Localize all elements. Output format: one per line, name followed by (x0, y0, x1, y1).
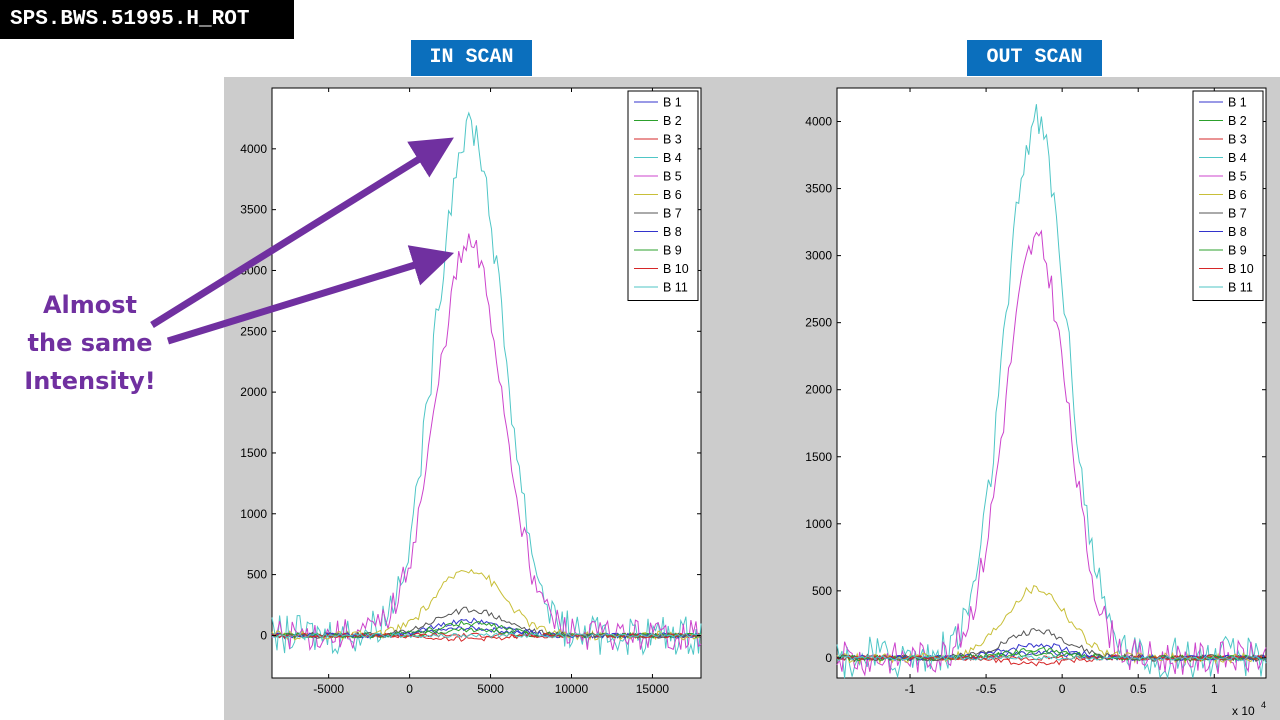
chart-out-scan: 0 500 1000 1500 2000 2500 3000 3500 4000 -1 -0.5 0 0… (805, 87, 1267, 718)
legend-label: B 8 (1228, 225, 1247, 239)
legend-label: B 6 (663, 188, 682, 202)
x-tick-label: 5000 (477, 682, 504, 696)
annotation-line-3: Intensity! (24, 367, 156, 395)
series-line (836, 646, 1267, 662)
x-tick-label: 15000 (636, 682, 670, 696)
y-tick-label: 500 (247, 568, 267, 582)
y-tick-label: 500 (812, 584, 832, 598)
annotation-line-1: Almost (42, 291, 138, 319)
legend-label: B 4 (663, 151, 682, 165)
y-tick-label: 0 (825, 651, 832, 665)
x-tick-label: -1 (905, 682, 916, 696)
legend-label: B 10 (1228, 262, 1254, 276)
legend: B 1 B 2 B 3 B 4 B 5 B 6 B 7 B 8 B 9 B 10 B 11 (627, 90, 699, 301)
in-scan-label: IN SCAN (411, 40, 532, 76)
legend-label: B 3 (663, 133, 682, 147)
legend-label: B 7 (663, 207, 682, 221)
legend-label: B 3 (1228, 133, 1247, 147)
annotation-line-2: the same (27, 329, 153, 357)
y-tick-label: 3500 (805, 182, 832, 196)
page-title: SPS.BWS.51995.H_ROT (0, 0, 294, 39)
x-tick-label: 10000 (555, 682, 589, 696)
out-scan-label: OUT SCAN (967, 40, 1102, 76)
series-line (836, 104, 1267, 680)
legend-label: B 4 (1228, 151, 1247, 165)
x-axis-multiplier: x 10 (1232, 704, 1255, 718)
series-line (836, 654, 1267, 662)
legend-label: B 8 (663, 225, 682, 239)
legend-label: B 9 (1228, 244, 1247, 258)
legend-box (627, 90, 699, 301)
legend-label: B 5 (663, 170, 682, 184)
legend-label: B 11 (1228, 281, 1253, 295)
series-line (271, 632, 701, 639)
legend-label: B 2 (663, 114, 682, 128)
x-tick-label: 0 (1059, 682, 1066, 696)
x-tick-label: -5000 (313, 682, 344, 696)
y-tick-label: 1000 (805, 517, 832, 531)
legend-box (1192, 90, 1264, 301)
y-tick-label: 2500 (805, 316, 832, 330)
y-tick-label: 2000 (240, 385, 267, 399)
legend-label: B 1 (663, 96, 682, 110)
annotation-text: Almost the same Intensity! (10, 286, 170, 400)
x-tick-label: 0.5 (1130, 682, 1147, 696)
series-line (271, 620, 702, 640)
y-tick-label: 0 (260, 628, 267, 642)
y-tick-label: 4000 (240, 142, 267, 156)
legend-label: B 11 (663, 281, 688, 295)
series-line (271, 568, 702, 641)
y-tick-label: 1500 (240, 446, 267, 460)
y-tick-label: 1000 (240, 507, 267, 521)
x-tick-label: 1 (1211, 682, 1218, 696)
legend-label: B 10 (663, 262, 689, 276)
legend-label: B 9 (663, 244, 682, 258)
legend-label: B 5 (1228, 170, 1247, 184)
series-line (271, 632, 702, 639)
legend: B 1 B 2 B 3 B 4 B 5 B 6 B 7 B 8 B 9 B 10 B 11 (1192, 90, 1264, 301)
legend-label: B 6 (1228, 188, 1247, 202)
x-tick-label: -0.5 (976, 682, 997, 696)
x-tick-label: 0 (406, 682, 413, 696)
legend-label: B 2 (1228, 114, 1247, 128)
legend-label: B 1 (1228, 96, 1247, 110)
y-tick-label: 4000 (805, 115, 832, 129)
y-tick-label: 1500 (805, 450, 832, 464)
y-tick-label: 3000 (805, 249, 832, 263)
legend-label: B 7 (1228, 207, 1247, 221)
annotation-arrow-b5 (166, 245, 455, 345)
series-line (836, 229, 1267, 677)
x-axis-multiplier-exponent: 4 (1261, 700, 1266, 710)
y-tick-label: 2500 (240, 324, 267, 338)
y-tick-label: 2000 (805, 383, 832, 397)
y-tick-label: 3500 (240, 203, 267, 217)
annotation-arrow-b4 (150, 137, 454, 328)
